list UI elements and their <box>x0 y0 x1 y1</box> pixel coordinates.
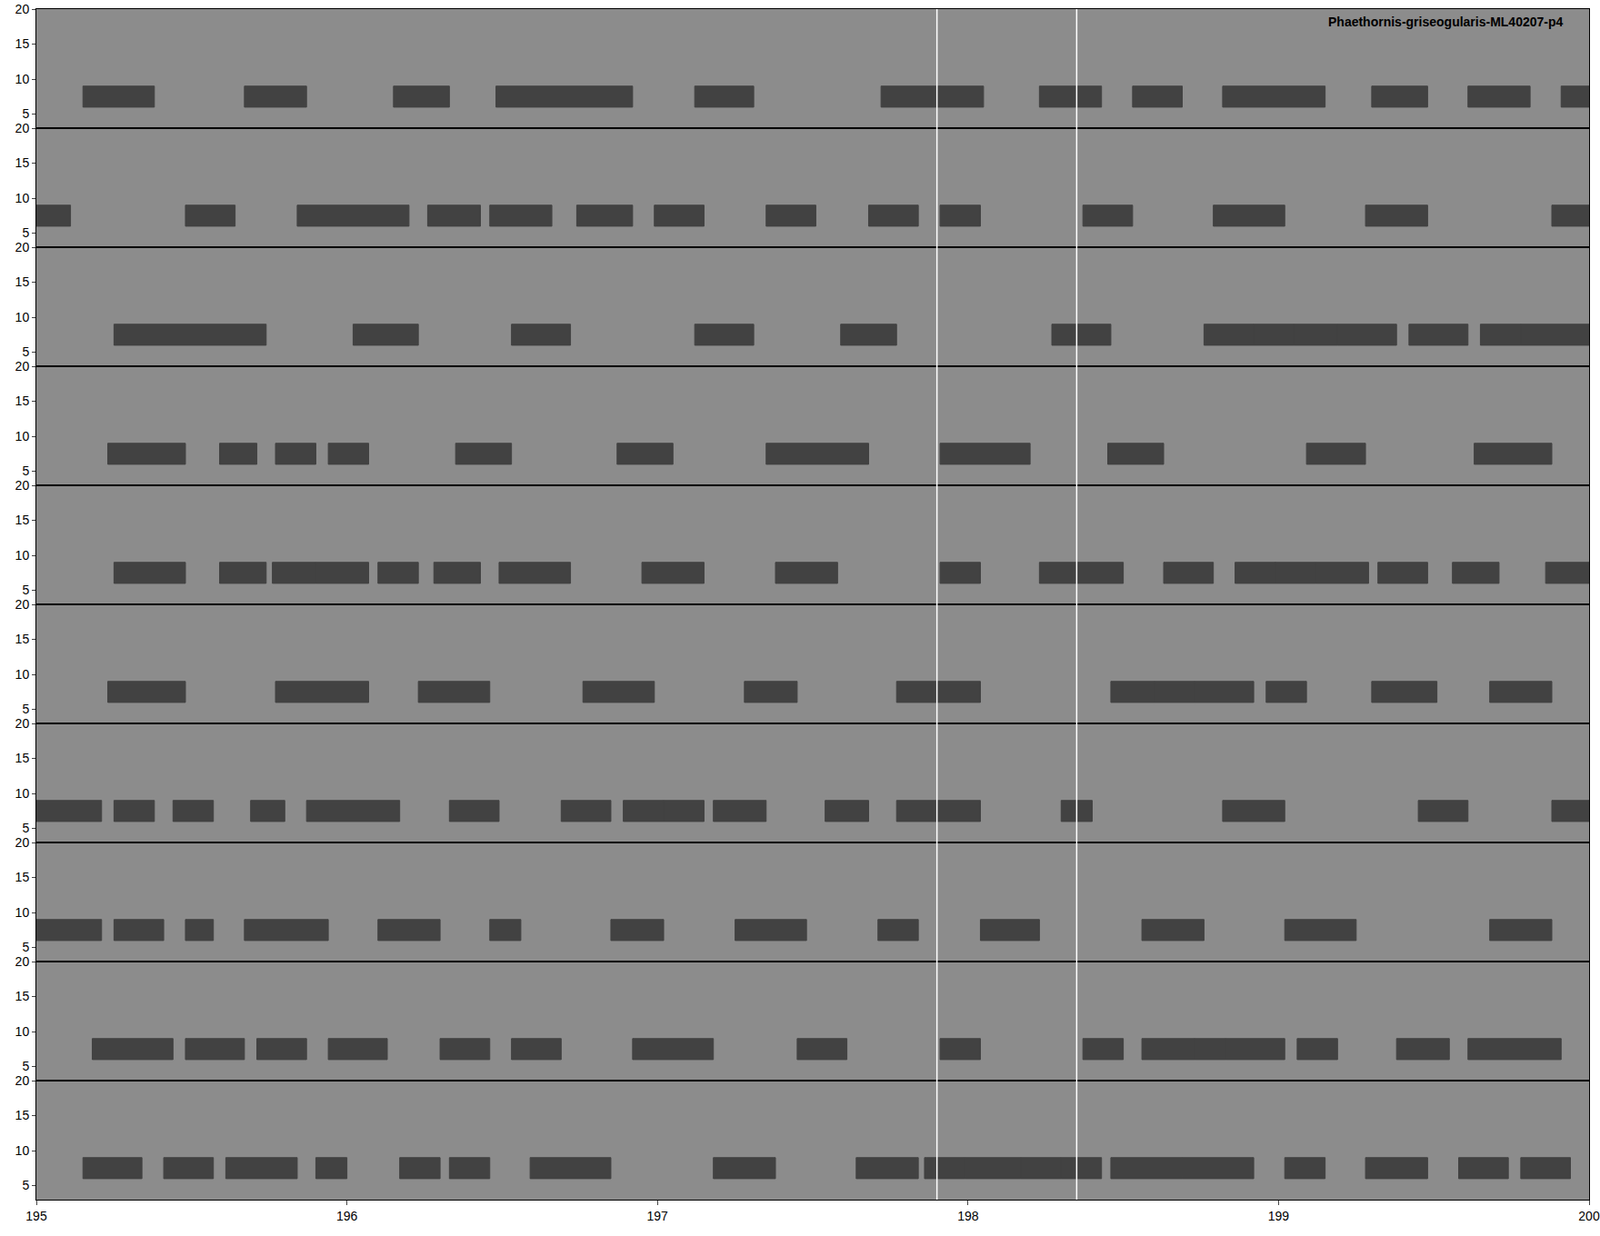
svg-text:5: 5 <box>21 344 30 360</box>
svg-text:15: 15 <box>15 631 30 647</box>
svg-text:15: 15 <box>15 393 30 409</box>
svg-text:20: 20 <box>15 1073 30 1089</box>
svg-text:15: 15 <box>15 512 30 528</box>
svg-text:20: 20 <box>15 359 30 374</box>
svg-text:10: 10 <box>15 786 30 801</box>
svg-text:15: 15 <box>15 36 30 51</box>
svg-text:Phaethornis-griseogularis-ML40: Phaethornis-griseogularis-ML40207-p4 <box>1328 14 1564 30</box>
svg-text:5: 5 <box>21 820 30 836</box>
svg-text:5: 5 <box>21 463 30 479</box>
svg-text:10: 10 <box>15 310 30 325</box>
svg-text:5: 5 <box>21 1178 30 1193</box>
svg-text:10: 10 <box>15 1024 30 1040</box>
svg-text:5: 5 <box>21 106 30 121</box>
svg-text:200: 200 <box>1578 1209 1600 1224</box>
svg-text:10: 10 <box>15 548 30 563</box>
svg-text:20: 20 <box>15 597 30 612</box>
svg-text:20: 20 <box>15 120 30 136</box>
svg-text:20: 20 <box>15 240 30 255</box>
svg-text:5: 5 <box>21 940 30 955</box>
svg-text:196: 196 <box>336 1209 359 1224</box>
svg-text:10: 10 <box>15 71 30 87</box>
svg-text:10: 10 <box>15 429 30 444</box>
svg-text:5: 5 <box>21 582 30 598</box>
svg-text:10: 10 <box>15 667 30 682</box>
svg-text:5: 5 <box>21 701 30 717</box>
svg-text:15: 15 <box>15 870 30 885</box>
svg-text:20: 20 <box>15 835 30 850</box>
svg-text:20: 20 <box>15 1 30 17</box>
svg-text:15: 15 <box>15 155 30 170</box>
svg-text:20: 20 <box>15 716 30 731</box>
svg-text:198: 198 <box>957 1209 980 1224</box>
svg-text:197: 197 <box>647 1209 670 1224</box>
svg-text:199: 199 <box>1268 1209 1290 1224</box>
svg-text:15: 15 <box>15 989 30 1004</box>
svg-text:20: 20 <box>15 478 30 493</box>
svg-text:10: 10 <box>15 1143 30 1159</box>
svg-text:15: 15 <box>15 1108 30 1123</box>
svg-text:15: 15 <box>15 274 30 290</box>
svg-text:15: 15 <box>15 750 30 766</box>
svg-text:20: 20 <box>15 954 30 970</box>
svg-text:5: 5 <box>21 225 30 240</box>
svg-text:195: 195 <box>25 1209 48 1224</box>
svg-text:10: 10 <box>15 905 30 920</box>
svg-text:10: 10 <box>15 190 30 206</box>
svg-text:5: 5 <box>21 1059 30 1074</box>
